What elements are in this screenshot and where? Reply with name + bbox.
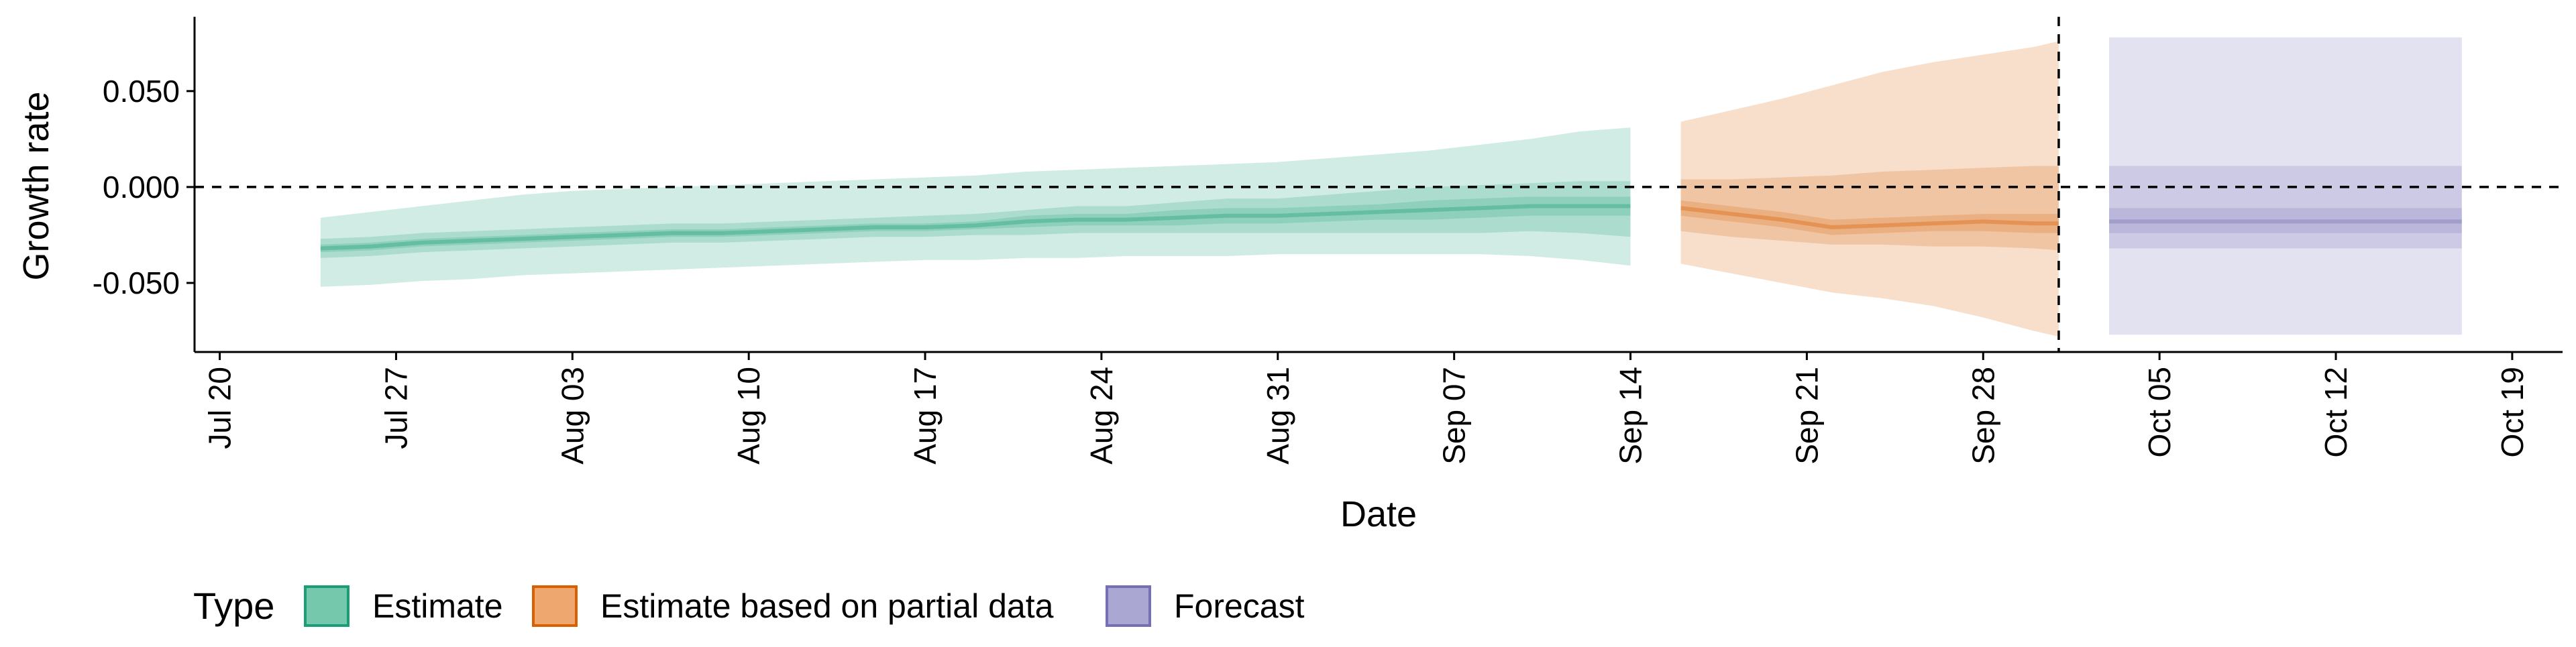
x-tick-label: Oct 12 (2318, 367, 2353, 458)
x-tick-label: Aug 03 (555, 367, 590, 465)
legend-title: Type (193, 585, 274, 627)
band-50-estimate (320, 181, 1631, 258)
x-tick-label: Aug 31 (1260, 367, 1295, 465)
band-20-estimate-based-on-partial-data (1680, 200, 2059, 235)
bands-layer (320, 37, 2462, 337)
legend-swatch-estimate-based-on-partial-data (532, 585, 578, 627)
x-tick-label: Sep 14 (1613, 367, 1648, 465)
legend-swatch-estimate (304, 585, 350, 627)
x-tick-label: Aug 24 (1084, 367, 1119, 465)
band-90-estimate-based-on-partial-data (1680, 41, 2059, 337)
legend-swatch-forecast (1106, 585, 1151, 627)
axes: 0.050 0.000 -0.050 Jul 20 Jul 27 Aug 03 Aug 10… (16, 17, 2563, 534)
x-tick-label: Oct 05 (2142, 367, 2177, 458)
x-tick-label: Jul 27 (378, 367, 413, 449)
median-line-estimate (320, 204, 1631, 251)
band-20-forecast (2109, 208, 2462, 233)
x-axis-title: Date (1340, 494, 1417, 534)
x-tick-label: Sep 21 (1789, 367, 1824, 465)
legend-label-estimate-based-on-partial-data: Estimate based on partial data (600, 587, 1054, 625)
series-estimate-based-on-partial-data (1680, 41, 2059, 337)
y-axis-title: Growth rate (16, 91, 56, 280)
band-50-forecast (2109, 166, 2462, 249)
median-line-estimate-based-on-partial-data (1680, 206, 2059, 230)
x-tick-label: Sep 07 (1437, 367, 1472, 465)
x-tick-label: Aug 10 (731, 367, 766, 465)
x-tick-label: Aug 17 (908, 367, 943, 465)
x-tick-label: Jul 20 (203, 367, 237, 449)
x-tick-label: Oct 19 (2495, 367, 2530, 458)
band-90-forecast (2109, 37, 2462, 335)
y-tick-label: 0.000 (103, 170, 180, 204)
legend-label-forecast: Forecast (1174, 587, 1305, 625)
legend: Type Estimate Estimate based on partial da… (193, 585, 1305, 627)
x-tick-label: Sep 28 (1966, 367, 2000, 465)
band-20-estimate (320, 196, 1631, 253)
y-tick-label: 0.050 (103, 74, 180, 109)
legend-label-estimate: Estimate (372, 587, 503, 625)
series-forecast (2109, 37, 2462, 335)
y-tick-label: -0.050 (93, 266, 180, 300)
reference-lines (195, 17, 2563, 352)
series-estimate (320, 127, 1631, 287)
band-90-estimate (320, 127, 1631, 287)
